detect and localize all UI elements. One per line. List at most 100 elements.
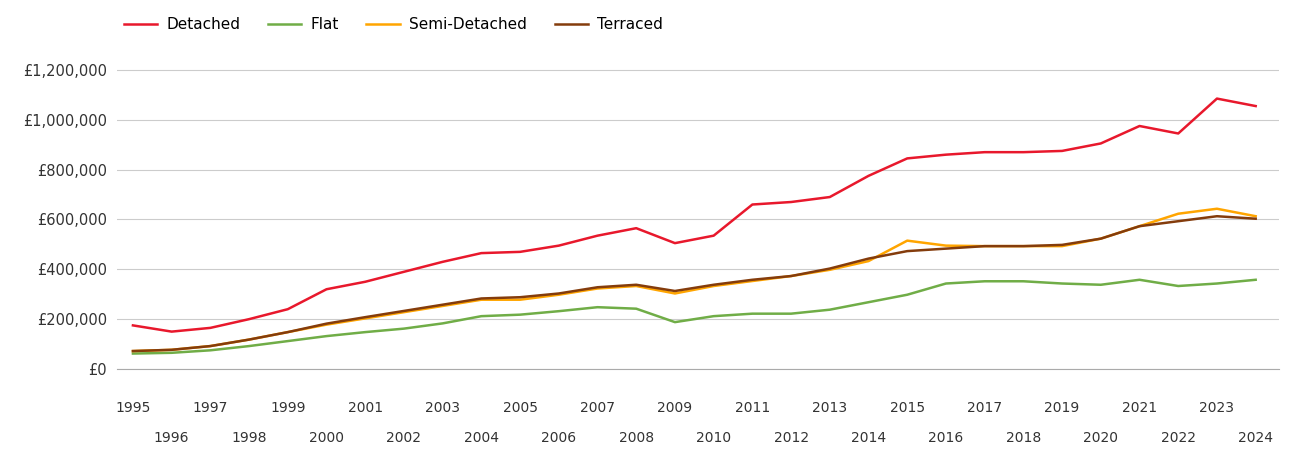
- Text: 2011: 2011: [735, 401, 770, 415]
- Detached: [1171, 131, 1186, 136]
- Terraced: [474, 296, 489, 301]
- Detached: [318, 287, 334, 292]
- Legend: Detached, Flat, Semi-Detached, Terraced: Detached, Flat, Semi-Detached, Terraced: [117, 11, 669, 39]
- Detached: [474, 250, 489, 256]
- Detached: [1015, 149, 1031, 155]
- Text: 1998: 1998: [231, 431, 266, 445]
- Line: Flat: Flat: [133, 280, 1255, 354]
- Terraced: [202, 343, 218, 349]
- Text: 2012: 2012: [774, 431, 809, 445]
- Terraced: [783, 273, 799, 279]
- Text: 2000: 2000: [309, 431, 345, 445]
- Semi-Detached: [1054, 243, 1070, 249]
- Text: 2001: 2001: [347, 401, 382, 415]
- Flat: [318, 333, 334, 339]
- Text: 2006: 2006: [542, 431, 577, 445]
- Semi-Detached: [977, 243, 993, 249]
- Semi-Detached: [899, 238, 915, 243]
- Flat: [125, 351, 141, 356]
- Terraced: [977, 243, 993, 249]
- Semi-Detached: [667, 291, 683, 296]
- Terraced: [164, 347, 180, 352]
- Text: 1996: 1996: [154, 431, 189, 445]
- Terraced: [1210, 213, 1225, 219]
- Semi-Detached: [358, 316, 373, 321]
- Text: 2008: 2008: [619, 431, 654, 445]
- Text: 1999: 1999: [270, 401, 305, 415]
- Detached: [899, 156, 915, 161]
- Terraced: [358, 315, 373, 320]
- Semi-Detached: [1015, 243, 1031, 249]
- Text: 2017: 2017: [967, 401, 1002, 415]
- Terraced: [938, 246, 954, 251]
- Text: 1997: 1997: [193, 401, 228, 415]
- Text: 2014: 2014: [851, 431, 886, 445]
- Detached: [281, 306, 296, 312]
- Detached: [590, 233, 606, 238]
- Flat: [358, 329, 373, 335]
- Text: 2004: 2004: [463, 431, 499, 445]
- Terraced: [590, 284, 606, 290]
- Text: 2015: 2015: [890, 401, 925, 415]
- Flat: [435, 321, 450, 326]
- Flat: [474, 314, 489, 319]
- Text: 2010: 2010: [696, 431, 731, 445]
- Terraced: [1015, 243, 1031, 249]
- Semi-Detached: [318, 322, 334, 327]
- Detached: [938, 152, 954, 158]
- Flat: [1015, 279, 1031, 284]
- Semi-Detached: [1171, 211, 1186, 216]
- Flat: [899, 292, 915, 297]
- Semi-Detached: [474, 297, 489, 302]
- Text: 2003: 2003: [425, 401, 461, 415]
- Semi-Detached: [629, 284, 645, 289]
- Detached: [1054, 148, 1070, 153]
- Semi-Detached: [164, 347, 180, 352]
- Semi-Detached: [861, 258, 877, 264]
- Detached: [125, 323, 141, 328]
- Terraced: [435, 302, 450, 307]
- Detached: [706, 233, 722, 238]
- Detached: [667, 240, 683, 246]
- Line: Terraced: Terraced: [133, 216, 1255, 351]
- Flat: [281, 338, 296, 344]
- Terraced: [241, 337, 257, 342]
- Flat: [1131, 277, 1147, 283]
- Semi-Detached: [706, 284, 722, 289]
- Flat: [1171, 284, 1186, 289]
- Terraced: [822, 266, 838, 271]
- Flat: [202, 347, 218, 353]
- Detached: [397, 269, 412, 274]
- Flat: [590, 305, 606, 310]
- Flat: [1094, 282, 1109, 288]
- Text: 2023: 2023: [1199, 401, 1235, 415]
- Flat: [861, 300, 877, 305]
- Semi-Detached: [397, 310, 412, 315]
- Detached: [745, 202, 761, 207]
- Flat: [1248, 277, 1263, 283]
- Detached: [1131, 123, 1147, 129]
- Detached: [783, 199, 799, 205]
- Terraced: [1054, 242, 1070, 248]
- Semi-Detached: [202, 343, 218, 349]
- Semi-Detached: [938, 243, 954, 248]
- Semi-Detached: [1094, 236, 1109, 241]
- Flat: [241, 343, 257, 349]
- Flat: [1054, 281, 1070, 286]
- Line: Semi-Detached: Semi-Detached: [133, 209, 1255, 351]
- Text: 2024: 2024: [1238, 431, 1274, 445]
- Semi-Detached: [745, 278, 761, 284]
- Detached: [1210, 96, 1225, 101]
- Flat: [706, 314, 722, 319]
- Text: 2013: 2013: [812, 401, 847, 415]
- Detached: [164, 329, 180, 334]
- Terraced: [667, 288, 683, 294]
- Terraced: [1131, 224, 1147, 229]
- Detached: [435, 259, 450, 265]
- Terraced: [513, 294, 529, 300]
- Terraced: [1248, 216, 1263, 221]
- Detached: [241, 316, 257, 322]
- Text: 2009: 2009: [658, 401, 693, 415]
- Flat: [629, 306, 645, 311]
- Text: 2021: 2021: [1122, 401, 1158, 415]
